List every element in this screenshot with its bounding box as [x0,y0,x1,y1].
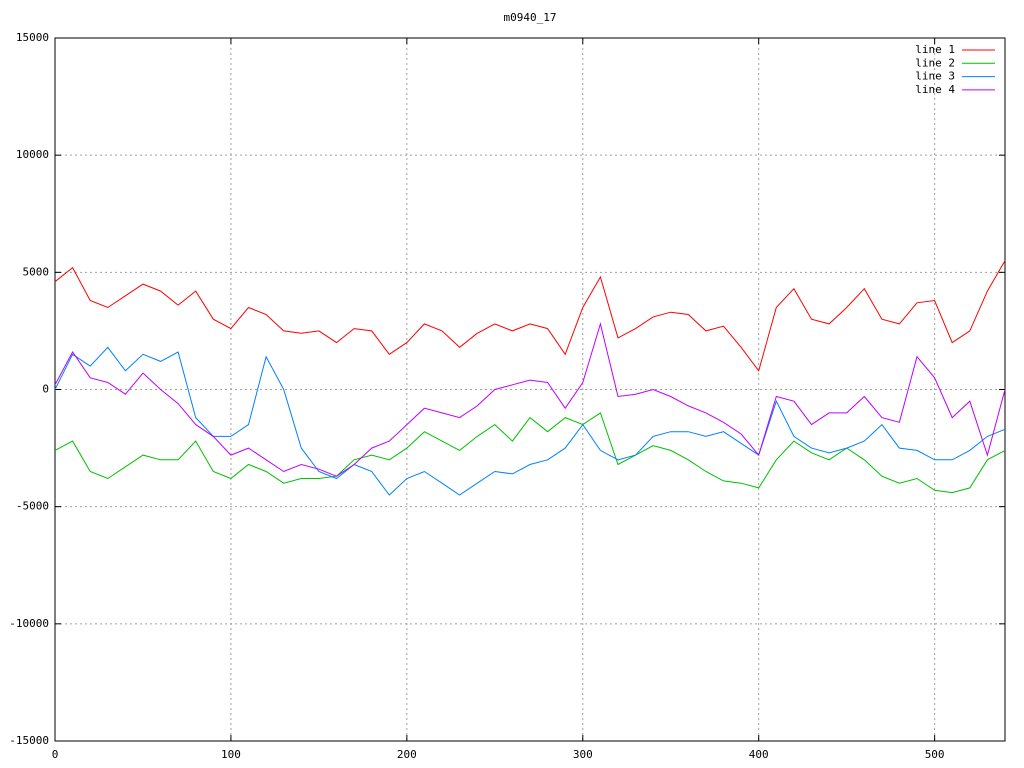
y-tick-label: -15000 [9,734,49,747]
y-tick-label: -10000 [9,617,49,630]
y-tick-label: 10000 [16,148,49,161]
series-line [54,321,1006,477]
chart-title: m0940_17 [504,11,557,24]
legend-label: line 2 [915,56,955,69]
x-tick-label: 400 [749,748,769,761]
series-line [54,260,1006,372]
legend-label: line 1 [915,43,955,56]
legend-label: line 4 [915,83,955,96]
x-tick-label: 100 [221,748,241,761]
y-tick-label: 15000 [16,31,49,44]
x-tick-label: 300 [573,748,593,761]
y-tick-label: 5000 [23,265,50,278]
legend-label: line 3 [915,70,955,83]
x-tick-label: 500 [925,748,945,761]
y-tick-label: -5000 [16,500,49,513]
x-tick-label: 200 [397,748,417,761]
y-tick-label: 0 [42,383,49,396]
x-tick-label: 0 [52,748,59,761]
